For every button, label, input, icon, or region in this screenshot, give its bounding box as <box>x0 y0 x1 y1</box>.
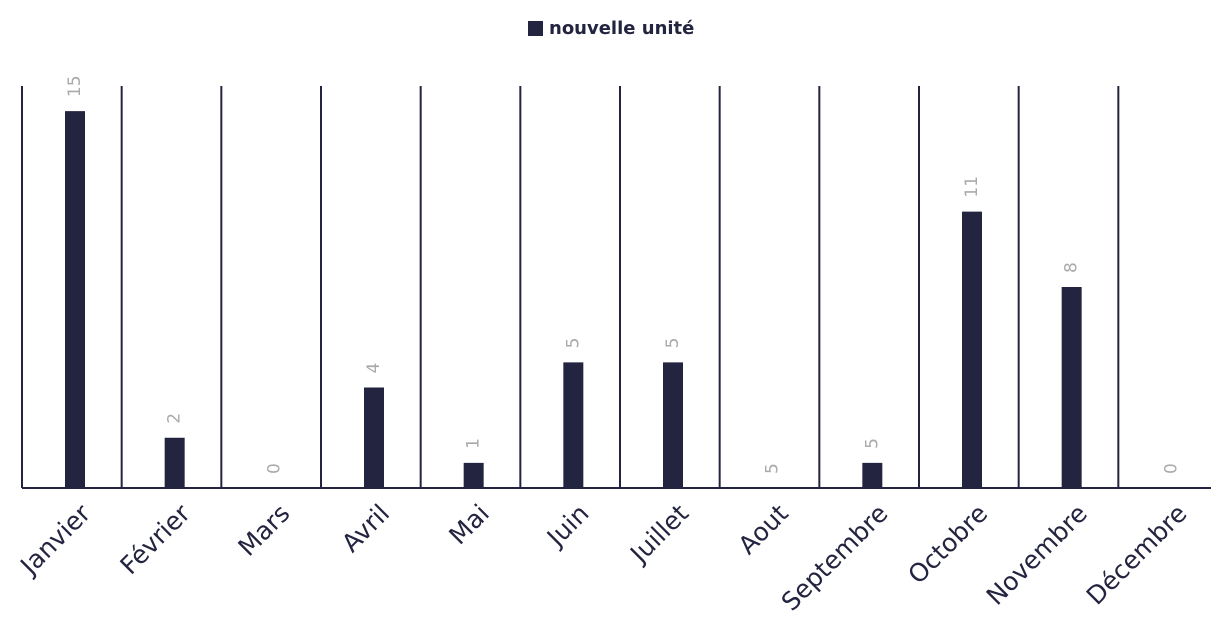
data-label: 5 <box>763 463 783 474</box>
data-label: 5 <box>563 338 583 349</box>
legend-swatch <box>528 21 543 36</box>
legend-label: nouvelle unité <box>549 18 694 39</box>
bar <box>164 437 185 488</box>
data-label: 1 <box>464 438 484 449</box>
x-tick-label: Mars <box>232 499 295 562</box>
x-tick-label: Septembre <box>776 499 894 617</box>
x-tick-label: Octobre <box>902 499 993 590</box>
data-label: 4 <box>364 363 384 374</box>
data-label: 5 <box>862 438 882 449</box>
data-label: 0 <box>1161 463 1181 474</box>
bar <box>1061 287 1082 488</box>
bar <box>463 462 484 488</box>
data-label: 0 <box>264 463 284 474</box>
x-tick-label: Février <box>114 498 196 580</box>
data-label: 5 <box>663 338 683 349</box>
x-tick-label: Décembre <box>1081 499 1193 611</box>
data-label: 11 <box>962 176 982 198</box>
bar <box>65 111 85 488</box>
x-tick-label: Juin <box>540 499 594 553</box>
x-tick-label: Janvier <box>14 498 97 581</box>
bar <box>962 211 982 488</box>
x-tick-label: Mai <box>443 499 495 551</box>
x-tick-label: Avril <box>336 499 395 558</box>
data-label: 2 <box>165 413 185 424</box>
bar <box>563 362 584 488</box>
x-tick-label: Aout <box>733 499 794 560</box>
x-tick-label: Novembre <box>981 499 1093 611</box>
data-label: 8 <box>1062 262 1082 273</box>
bar <box>862 462 883 488</box>
bar <box>663 362 683 488</box>
bar <box>364 387 384 488</box>
x-tick-label: Juillet <box>623 499 694 570</box>
data-label: 15 <box>65 75 85 97</box>
